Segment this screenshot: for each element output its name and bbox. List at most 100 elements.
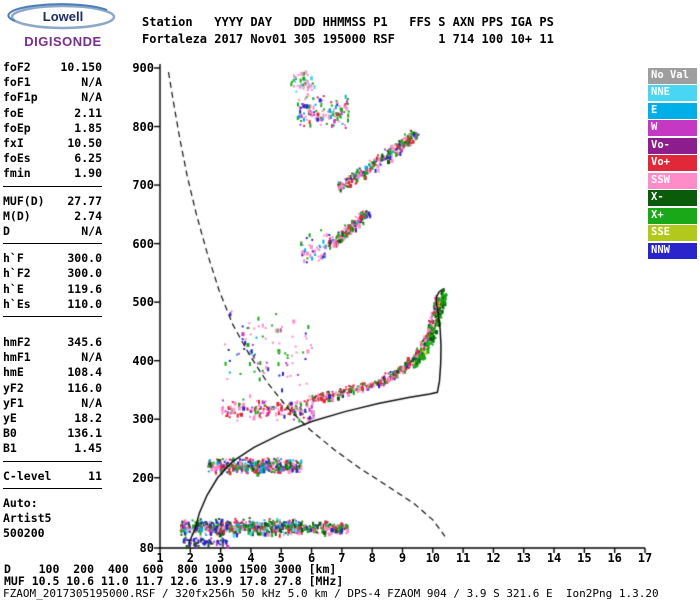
x-tick-15: 15 [577,551,592,565]
param-value: 11 [88,468,102,483]
legend-item-nnw: NNW [648,242,697,259]
param-yf1: yF1 N/A [3,396,102,411]
param-value: 136.1 [67,426,102,441]
param-fxi: fxI 10.50 [3,136,102,151]
header-station-values: Fortaleza 2017 Nov01 305 195000 RSF 1 71… [142,32,554,46]
y-tick-900: 900 [132,61,154,75]
param-label: h`Es [3,296,31,311]
y-tick-700: 700 [132,178,154,193]
param-value: 110.0 [67,296,102,311]
param-value: 119.6 [67,281,102,296]
x-tick-16: 16 [607,551,622,565]
param-fof2: foF2 10.150 [3,60,102,75]
x-tick-13: 13 [516,551,531,565]
param-label: yE [3,411,17,426]
param-fof1p: foF1p N/A [3,90,102,105]
distance-row: D 100 200 400 600 800 1000 1500 3000 [km… [4,562,337,576]
x-tick-14: 14 [546,551,562,565]
param-value: 18.2 [74,411,102,426]
param-label: hmF1 [3,350,31,365]
param-mufd: MUF(D) 27.77 [3,194,102,209]
param-value: 10.50 [67,136,102,151]
param-label: foEs [3,151,31,166]
x-tick-11: 11 [455,551,471,565]
autoscaling-info-line: 500200 [3,526,45,541]
param-label: h`F [3,251,24,266]
param-he: h`E 119.6 [3,282,102,297]
x-tick-10: 10 [425,551,441,565]
param-fof1: foF1 N/A [3,75,102,90]
parameter-group: h`F 300.0 h`F2 300.0 h`E 119.6 h`Es 110.0 [3,251,102,318]
legend-item-noval: No Val [648,68,697,84]
param-label: foE [3,105,24,120]
param-value: 300.0 [67,251,102,266]
muf-row: MUF 10.5 10.6 11.0 11.7 12.6 13.9 17.8 2… [4,574,344,588]
legend-item-x+: X+ [648,207,697,224]
parameter-group: MUF(D) 27.77 M(D) 2.74 D N/A [3,194,102,245]
param-value: N/A [81,75,102,90]
param-label: hmF2 [3,335,31,350]
logo-digisonde-text: DIGISONDE [24,34,102,49]
lowell-logo-oval-icon: Lowell [7,3,116,30]
param-value: N/A [81,90,102,105]
param-value: N/A [81,350,102,365]
param-label: hmE [3,365,24,380]
param-value: 1.85 [74,120,102,135]
param-yf2: yF2 116.0 [3,381,102,396]
parameter-group: C-level 11 [3,469,102,489]
x-tick-8: 8 [368,551,376,565]
legend-item-w: W [648,120,697,137]
param-value: N/A [81,224,102,239]
param-d: D N/A [3,224,102,239]
param-value: 108.4 [67,365,102,380]
scaled-parameters-panel: foF2 10.150 foF1 N/A foF1p N/A foE 2.11 foEp 1.85… [3,60,102,541]
legend-item-ssw: SSW [648,172,697,189]
lowell-digisonde-logo: Lowell DIGISONDE [6,3,120,49]
logo-lowell-text: Lowell [43,9,83,24]
legend-item-e: E [648,102,697,119]
x-tick-2: 2 [186,551,194,565]
param-value: 1.90 [74,166,102,181]
param-label: D [3,224,10,239]
x-tick-5: 5 [277,551,285,565]
param-label: h`F2 [3,266,31,281]
y-tick-80: 80 [139,541,154,555]
param-label: fxI [3,136,24,151]
param-fmin: fmin 1.90 [3,166,102,181]
x-tick-9: 9 [398,551,407,565]
parameter-group: foF2 10.150 foF1 N/A foF1p N/A foE 2.11 foEp 1.85… [3,60,102,187]
param-label: C-level [3,468,52,483]
legend-item-nne: NNE [648,85,697,102]
param-md: M(D) 2.74 [3,209,102,224]
parameter-group: hmF2 345.6 hmF1 N/A hmE 108.4 yF2 116.0 yF1 N/A yE… [3,335,102,462]
param-label: M(D) [3,208,31,223]
footer-status-line: FZAOM_2017305195000.RSF / 320fx256h 50 k… [3,587,659,600]
param-value: 300.0 [67,266,102,281]
param-value: 116.0 [67,380,102,395]
param-b0: B0 136.1 [3,426,102,441]
param-hes: h`Es 110.0 [3,297,102,312]
legend-item-vo+: Vo+ [648,155,697,172]
param-foep: foEp 1.85 [3,121,102,136]
x-tick-3: 3 [217,551,225,565]
legend-item-x-: X- [648,190,697,207]
y-tick-500: 500 [132,295,154,310]
param-label: foEp [3,120,31,135]
x-tick-7: 7 [338,551,346,565]
param-hme: hmE 108.4 [3,365,102,380]
param-ye: yE 18.2 [3,411,102,426]
param-foes: foEs 6.25 [3,151,102,166]
station-header: Station YYYY DAY DDD HHMMSS P1 FFS S AXN… [142,14,554,48]
param-value: 345.6 [67,335,102,350]
x-tick-17: 17 [637,551,653,565]
autoscaling-info-line: Auto: [3,495,38,510]
param-label: h`E [3,281,24,296]
param-label: foF1 [3,75,31,90]
param-label: fmin [3,166,31,181]
param-label: B1 [3,441,17,456]
param-clevel: C-level 11 [3,469,102,484]
x-tick-4: 4 [247,551,255,565]
x-tick-1: 1 [156,551,164,565]
param-foe: foE 2.11 [3,106,102,121]
param-label: MUF(D) [3,193,45,208]
